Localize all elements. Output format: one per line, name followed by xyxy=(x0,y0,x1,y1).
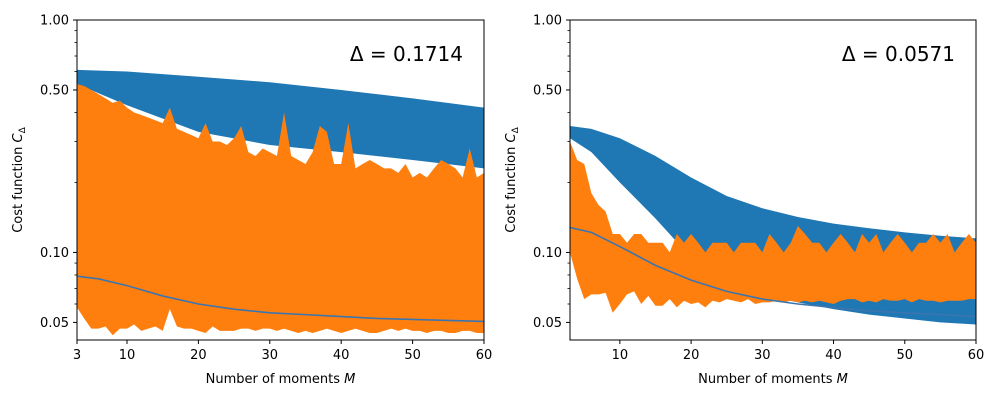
orange-band-area xyxy=(77,84,484,336)
x-axis-label-symbol: M xyxy=(344,372,355,387)
x-tick-label: 30 xyxy=(754,348,771,363)
y-axis-label-subscript: Δ xyxy=(18,126,28,133)
y-axis-label-text: Cost function xyxy=(504,147,519,233)
y-tick-label: 0.50 xyxy=(40,83,69,98)
x-tick-label: 50 xyxy=(896,348,913,363)
x-tick-label: 60 xyxy=(476,348,493,363)
x-tick-label: 10 xyxy=(612,348,629,363)
plot-area xyxy=(570,125,976,325)
y-axis-label-symbol: C xyxy=(11,132,26,142)
y-tick-label: 1.00 xyxy=(533,14,562,29)
y-axis-label: Cost function CΔ xyxy=(504,126,521,232)
y-axis-label: Cost function CΔ xyxy=(11,126,28,232)
x-tick-label: 20 xyxy=(683,348,700,363)
x-axis-label-text: Number of moments xyxy=(698,372,833,387)
x-tick-label: 50 xyxy=(404,348,421,363)
delta-annotation: Δ = 0.1714 xyxy=(350,42,463,66)
y-tick-label: 0.05 xyxy=(40,316,69,331)
mean-line xyxy=(570,226,976,318)
axes-frame xyxy=(569,19,977,341)
x-tick-label: 40 xyxy=(825,348,842,363)
x-axis-label: Number of moments M xyxy=(206,372,356,387)
x-tick-label: 30 xyxy=(262,348,279,363)
plot-area xyxy=(77,69,484,336)
x-axis-label: Number of moments M xyxy=(698,372,848,387)
x-axis-label-text: Number of moments xyxy=(206,372,341,387)
chart-panel-left: 3 10 20 30 40 50 60 0.05 0.10 0.50 1.00 Number of m… xyxy=(11,14,492,388)
y-axis-label-symbol: C xyxy=(504,132,519,142)
x-tick-label: 10 xyxy=(119,348,136,363)
delta-annotation: Δ = 0.0571 xyxy=(842,42,955,66)
orange-band-area xyxy=(570,141,976,313)
y-axis-label-subscript: Δ xyxy=(511,126,521,133)
mean-line xyxy=(77,275,484,323)
y-tick-label: 0.10 xyxy=(533,246,562,261)
x-tick-label: 20 xyxy=(190,348,207,363)
y-tick-label: 0.05 xyxy=(533,316,562,331)
blue-band-area xyxy=(77,69,484,169)
x-tick-label: 3 xyxy=(73,348,81,363)
chart-panel-right: 10 20 30 40 50 60 0.05 0.10 0.50 1.00 Number of mo… xyxy=(504,14,984,388)
y-tick-label: 0.10 xyxy=(40,246,69,261)
y-axis-label-text: Cost function xyxy=(11,147,26,233)
y-tick-label: 0.50 xyxy=(533,83,562,98)
axes-frame xyxy=(76,19,485,341)
x-tick-label: 40 xyxy=(333,348,350,363)
y-tick-label: 1.00 xyxy=(40,14,69,29)
x-tick-label: 60 xyxy=(968,348,985,363)
x-axis-label-symbol: M xyxy=(837,372,848,387)
